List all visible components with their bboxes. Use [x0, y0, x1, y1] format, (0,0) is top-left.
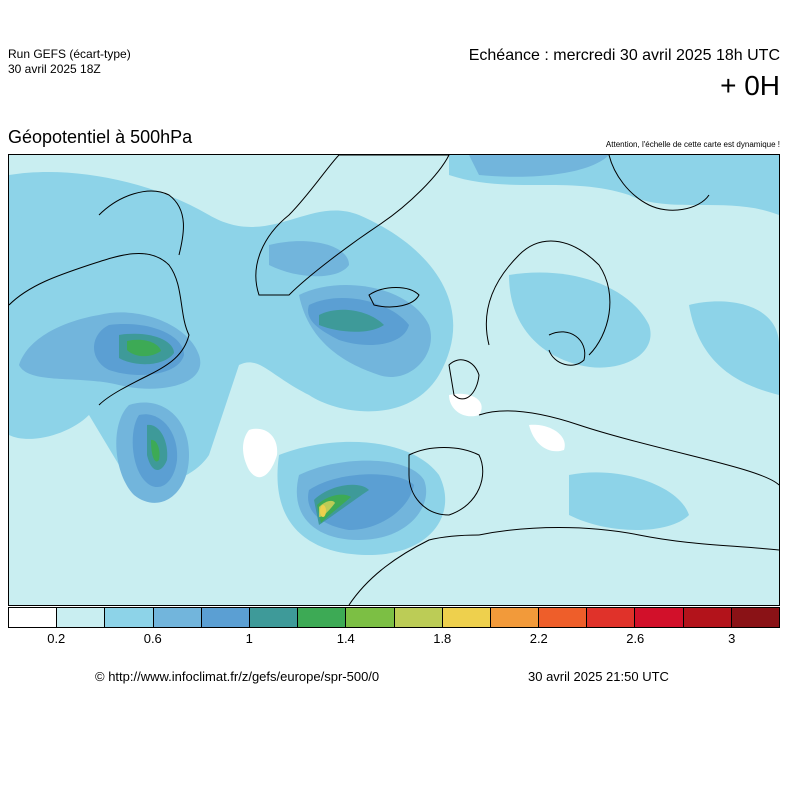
- legend-label: 3: [728, 631, 736, 646]
- run-date: 30 avril 2025 18Z: [8, 62, 101, 76]
- labrador-coast: [98, 190, 184, 256]
- legend-swatch: [9, 608, 58, 627]
- map-title: Géopotentiel à 500hPa: [8, 127, 193, 147]
- legend-swatch: [635, 608, 684, 627]
- legend-swatch: [539, 608, 588, 627]
- legend-swatch: [298, 608, 347, 627]
- legend-colorbar: [8, 607, 780, 628]
- legend-swatch: [201, 608, 250, 627]
- dynamic-scale-note: Attention, l'échelle de cette carte est …: [605, 140, 780, 149]
- mediterranean-coast: [478, 527, 779, 551]
- iceland-coast: [368, 287, 420, 308]
- legend-swatch: [394, 608, 443, 627]
- legend-label: 1.4: [336, 631, 355, 646]
- arctic-islands: [608, 155, 710, 211]
- spread-map: [8, 154, 780, 606]
- coastlines: [9, 155, 779, 605]
- scandinavia-coast: [485, 240, 611, 356]
- legend-label: 1.8: [433, 631, 452, 646]
- north-africa-coast: [348, 534, 480, 605]
- spread-band-gold: [320, 505, 326, 517]
- legend-swatch: [105, 608, 154, 627]
- legend-swatch: [490, 608, 540, 627]
- forecast-offset: + 0H: [720, 70, 780, 101]
- legend-swatch: [153, 608, 202, 627]
- greenland-coast: [255, 155, 450, 296]
- legend-swatch: [731, 608, 779, 627]
- legend-labels: 0.2 0.6 1 1.4 1.8 2.2 2.6 3: [8, 631, 780, 647]
- legend-label: 2.6: [626, 631, 645, 646]
- spread-band-strong: [94, 297, 414, 530]
- run-title: Run GEFS (écart-type): [8, 47, 131, 61]
- iberia-coast: [408, 447, 484, 516]
- spread-map-canvas: [9, 155, 779, 605]
- north-america-coast: [9, 252, 190, 406]
- legend-label: 2.2: [529, 631, 548, 646]
- forecast-valid-time: Echéance : mercredi 30 avril 2025 18h UT…: [468, 47, 780, 64]
- generation-time: 30 avril 2025 21:50 UTC: [528, 669, 669, 684]
- legend-swatch: [442, 608, 491, 627]
- spread-band-minimal: [243, 393, 565, 478]
- legend-swatch: [683, 608, 732, 627]
- british-isles-coast: [448, 359, 480, 400]
- legend-label: 0.6: [143, 631, 162, 646]
- legend-label: 0.2: [47, 631, 66, 646]
- spread-band-green: [127, 339, 351, 523]
- europe-coast: [478, 410, 779, 486]
- legend-swatch: [346, 608, 395, 627]
- source-url: © http://www.infoclimat.fr/z/gefs/europe…: [95, 669, 380, 684]
- legend-swatch: [587, 608, 636, 627]
- baltic-coast: [548, 331, 586, 366]
- legend-swatch: [249, 608, 299, 627]
- legend-label: 1: [245, 631, 253, 646]
- legend-swatch: [57, 608, 106, 627]
